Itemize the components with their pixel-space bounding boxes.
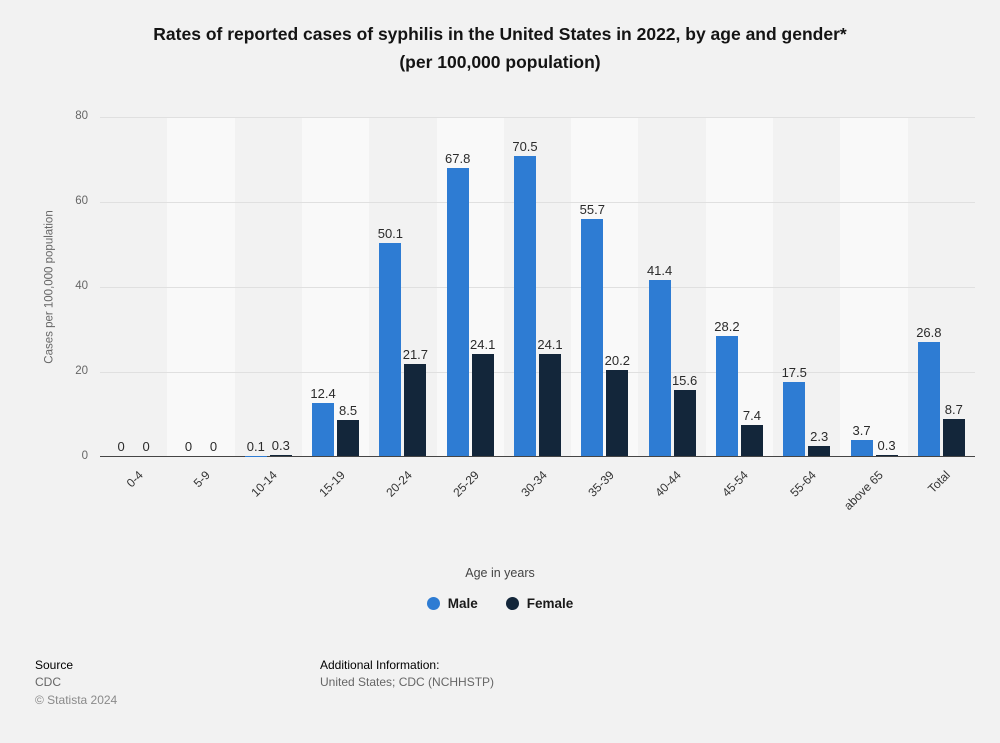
- bar-value-label: 70.5: [512, 139, 538, 155]
- bar-female-Total: [942, 419, 965, 456]
- bar-value-label: 21.7: [402, 346, 429, 362]
- bar-male-25-29: [446, 167, 469, 456]
- source-label: Source: [35, 658, 74, 672]
- bar-value-label: 0.3: [877, 437, 896, 453]
- legend-item-male[interactable]: Male: [426, 596, 478, 611]
- bar-value-label: 0: [184, 439, 193, 454]
- x-tick-label: 40-44: [652, 468, 685, 500]
- bar-female-20-24: [404, 363, 427, 456]
- bar-value-label: 24.1: [537, 336, 563, 352]
- column-band: [301, 117, 370, 456]
- bar-value-label: 8.7: [944, 402, 963, 418]
- gridline: [100, 372, 975, 373]
- x-tick-label: 0-4: [123, 468, 146, 491]
- x-tick-label: Total: [925, 468, 954, 496]
- bar-male-above 65: [850, 440, 873, 456]
- y-tick-label: 40: [75, 280, 88, 292]
- y-tick-label: 20: [75, 365, 88, 377]
- bar-value-label: 8.5: [339, 402, 358, 418]
- legend-item-female[interactable]: Female: [505, 596, 574, 611]
- bar-value-label: 7.4: [742, 407, 761, 423]
- male-legend-label: Male: [447, 596, 478, 611]
- plot-area: 0 20 40 60 80 0 0 0.1 12.4 50.1 67.8 70.5 55.7 41.4 28…: [75, 110, 975, 513]
- bar-value-label: 0: [209, 439, 218, 454]
- bar-male-15-19: [312, 403, 335, 456]
- bar-value-label: 0.3: [271, 437, 290, 453]
- x-tick-label: 35-39: [585, 468, 617, 500]
- bar-female-25-29: [471, 353, 494, 456]
- x-tick-label: 15-19: [315, 468, 348, 500]
- bar-female-30-34: [539, 353, 561, 456]
- x-tick-label: above 65: [841, 468, 886, 513]
- bar-value-label: 26.8: [916, 325, 942, 341]
- chart-title-line2: (per 100,000 population): [399, 52, 601, 72]
- gridline: [100, 117, 975, 118]
- bar-value-label: 15.6: [671, 372, 698, 388]
- bar-value-label: 0: [142, 439, 150, 454]
- female-legend-label: Female: [526, 596, 574, 611]
- column-band: [840, 117, 908, 456]
- additional-info-value: United States; CDC (NCHHSTP): [320, 675, 495, 690]
- x-tick-label: 55-64: [787, 468, 819, 500]
- chart-title: Rates of reported cases of syphilis in t…: [0, 20, 1000, 76]
- bar-value-label: 24.1: [470, 336, 496, 352]
- bar-male-35-39: [581, 219, 604, 456]
- gridline: [100, 202, 975, 203]
- bar-value-label: 55.7: [579, 202, 605, 218]
- y-tick-label: 60: [75, 195, 88, 207]
- x-tick-label: 30-34: [517, 468, 550, 500]
- source-block: Source CDC © Statista 2024: [35, 657, 117, 709]
- bar-female-40-44: [673, 389, 696, 456]
- bar-value-label: 41.4: [646, 263, 673, 279]
- y-tick-label: 0: [81, 450, 88, 462]
- bar-female-35-39: [606, 370, 629, 456]
- bar-value-label: 0: [117, 439, 125, 454]
- y-tick-label: 80: [75, 110, 88, 122]
- x-tick-label: 5-9: [190, 468, 213, 491]
- bar-value-label: 17.5: [781, 364, 807, 380]
- copyright: © Statista 2024: [35, 692, 118, 707]
- gridline: [100, 287, 975, 288]
- x-tick-label: 25-29: [450, 468, 483, 500]
- female-series-dot-icon: [505, 597, 519, 610]
- bar-value-label: 3.7: [852, 423, 871, 439]
- bar-value-label: 50.1: [377, 226, 404, 242]
- bar-female-above 65: [875, 454, 898, 456]
- source-value: CDC: [35, 675, 61, 690]
- additional-info-label: Additional Information:: [320, 658, 440, 672]
- bar-male-55-64: [783, 381, 806, 456]
- bar-value-label: 12.4: [310, 386, 336, 402]
- bar-male-40-44: [648, 280, 671, 456]
- bar-male-45-54: [715, 336, 738, 456]
- bar-value-label: 20.2: [604, 353, 630, 369]
- bar-value-label: 67.8: [445, 150, 471, 166]
- column-band: [167, 117, 235, 456]
- bar-male-20-24: [379, 243, 402, 456]
- bar-female-55-64: [808, 446, 831, 456]
- legend: Male Female: [0, 596, 1000, 611]
- additional-info-block: Additional Information: United States; C…: [320, 657, 494, 692]
- bar-female-45-54: [740, 424, 763, 456]
- bar-value-label: 0.1: [246, 438, 265, 454]
- x-tick-label: 45-54: [719, 468, 752, 500]
- x-axis-title: Age in years: [465, 566, 535, 580]
- x-tick-label: 20-24: [383, 468, 415, 500]
- bar-female-15-19: [337, 419, 360, 456]
- bar-male-30-34: [514, 156, 536, 456]
- bar-male-Total: [917, 342, 940, 456]
- male-series-dot-icon: [426, 597, 440, 610]
- x-tick-label: 10-14: [248, 468, 281, 500]
- bar-female-10-14: [269, 454, 292, 456]
- bar-value-label: 28.2: [714, 319, 740, 335]
- bar-value-label: 2.3: [810, 429, 829, 445]
- chart-title-line1: Rates of reported cases of syphilis in t…: [153, 24, 847, 44]
